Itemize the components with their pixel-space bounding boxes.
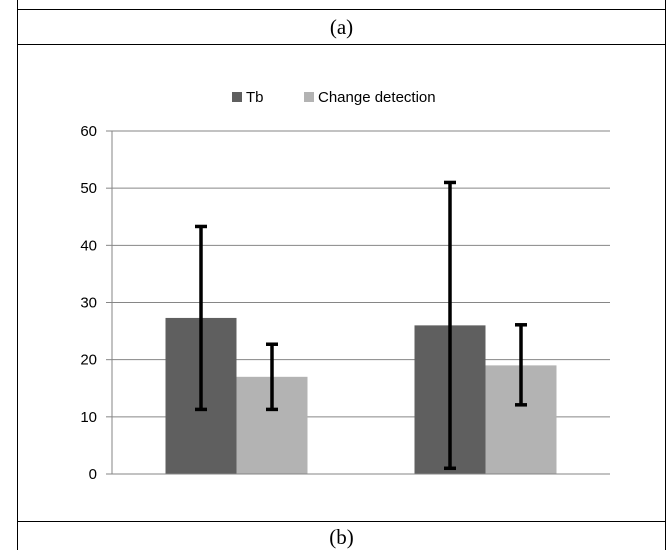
- legend-swatch: [232, 92, 242, 102]
- caption-b: (b): [329, 525, 354, 549]
- y-tick-label: 0: [89, 466, 97, 483]
- frame-divider-caption-b: [17, 521, 666, 522]
- y-tick-label: 40: [80, 237, 97, 254]
- legend-swatch: [304, 92, 314, 102]
- frame-divider-caption-a: [17, 44, 666, 45]
- y-tick-label: 10: [80, 409, 97, 426]
- y-tick-label: 60: [80, 123, 97, 140]
- y-tick-label: 30: [80, 295, 97, 312]
- y-tick-label: 20: [80, 352, 97, 369]
- y-tick-label: 50: [80, 180, 97, 197]
- legend-label: Change detection: [318, 89, 436, 106]
- frame-left-border: [17, 0, 18, 550]
- frame-right-border: [665, 0, 666, 550]
- caption-a: (a): [329, 15, 354, 39]
- legend-label: Tb: [246, 89, 264, 106]
- frame-divider-top: [17, 9, 666, 10]
